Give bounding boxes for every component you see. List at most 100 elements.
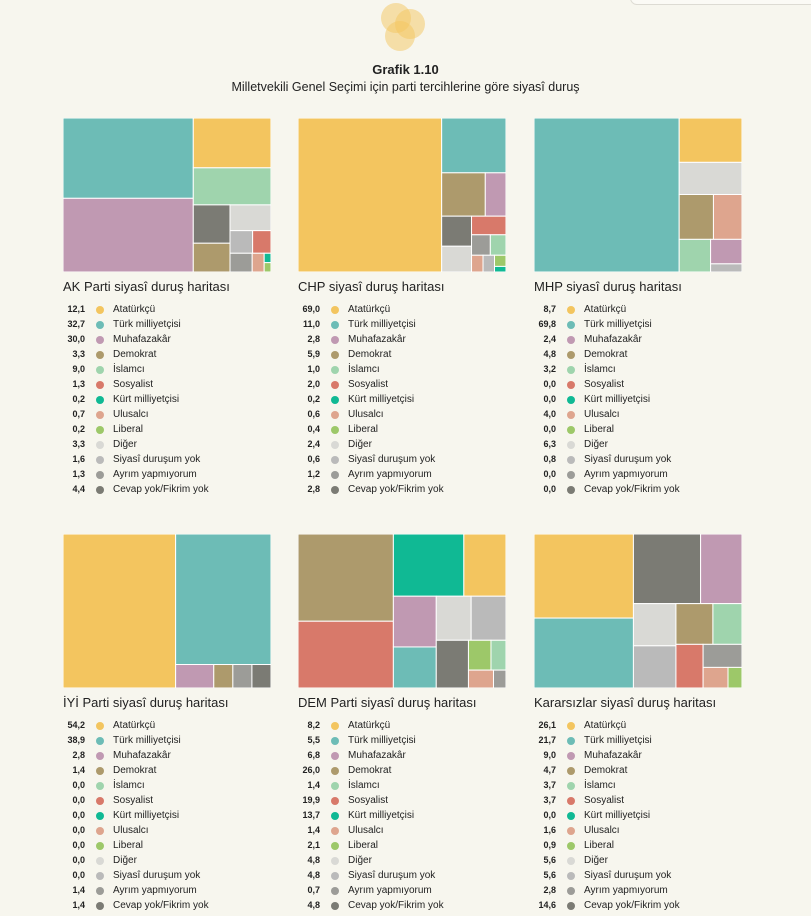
legend-label: Sosyalist: [113, 795, 154, 806]
treemap-cell-ataturkcu: [63, 534, 177, 688]
legend-label: Muhafazakâr: [113, 750, 171, 761]
legend-swatch-icon: [567, 440, 575, 449]
treemap-cell-siyasi-durusum-yok: [229, 230, 254, 254]
legend-value: 0,0: [543, 810, 556, 820]
legend-swatch-icon: [331, 721, 339, 730]
treemap-cell-islamci: [712, 603, 742, 645]
treemap-cell-sosyalist: [471, 215, 506, 236]
legend-swatch-icon: [567, 856, 575, 865]
legend-item: 8,7 Atatürkçü: [534, 302, 754, 317]
treemap-cell-ayrim-yapmiyorum: [232, 664, 253, 688]
legend-label: Türk milliyetçisi: [348, 319, 416, 330]
legend-item: 0,0 Liberal: [63, 838, 283, 853]
legend-item: 4,7 Demokrat: [534, 763, 754, 778]
treemap-cell-ataturkcu: [678, 118, 742, 163]
legend-value: 0,0: [543, 424, 556, 434]
legend-value: 2,4: [307, 439, 320, 449]
treemap-cell-kurt-milliyetcisi: [494, 265, 506, 272]
treemap-cell-ayrim-yapmiyorum: [471, 234, 491, 256]
legend-value: 1,4: [72, 900, 85, 910]
treemap-cell-diger: [441, 245, 473, 272]
legend-value: 0,0: [543, 469, 556, 479]
legend-value: 4,8: [307, 855, 320, 865]
legend-label: Kürt milliyetçisi: [113, 394, 180, 405]
legend-value: 0,7: [72, 409, 85, 419]
legend-value: 21,7: [538, 735, 556, 745]
legend-label: Cevap yok/Fikrim yok: [348, 900, 444, 911]
treemap-cell-ulusalci: [712, 193, 742, 240]
treemap-cell-demokrat: [678, 193, 714, 240]
legend-label: Siyasî duruşum yok: [348, 870, 436, 881]
treemap-cell-ataturkcu: [534, 534, 634, 619]
legend-swatch-icon: [96, 320, 104, 329]
treemap-cell-muhafazakar: [484, 172, 506, 217]
legend-item: 2,4 Diğer: [298, 437, 518, 452]
legend-item: 0,0 Diğer: [63, 853, 283, 868]
legend-item: 13,7 Kürt milliyetçisi: [298, 808, 518, 823]
legend-item: 2,1 Liberal: [298, 838, 518, 853]
legend-label: Muhafazakâr: [113, 334, 171, 345]
legend-item: 0,0 Ulusalcı: [63, 823, 283, 838]
legend-item: 0,0 Ayrım yapmıyorum: [534, 467, 754, 482]
legend-label: Atatürkçü: [584, 720, 627, 731]
legend-swatch-icon: [96, 796, 104, 805]
legend-value: 4,8: [307, 870, 320, 880]
legend-item: 1,4 İslamcı: [298, 778, 518, 793]
legend-label: İslamcı: [113, 780, 145, 791]
legend-item: 0,8 Siyasî duruşum yok: [534, 452, 754, 467]
legend-swatch-icon: [331, 335, 339, 344]
legend-value: 6,3: [543, 439, 556, 449]
chart-title: İYİ Parti siyasî duruş haritası: [63, 695, 229, 710]
legend-label: Diğer: [584, 439, 608, 450]
legend-value: 2,1: [307, 840, 320, 850]
legend-swatch-icon: [96, 766, 104, 775]
treemap-cell-ataturkcu: [463, 534, 506, 597]
treemap-chart: [63, 118, 271, 272]
legend-value: 4,0: [543, 409, 556, 419]
figure-label: Grafik 1.10: [372, 62, 439, 77]
legend-swatch-icon: [331, 781, 339, 790]
legend-item: 4,0 Ulusalcı: [534, 407, 754, 422]
legend-swatch-icon: [96, 470, 104, 479]
legend-swatch-icon: [331, 350, 339, 359]
treemap-cell-muhafazakar: [700, 534, 742, 605]
legend-label: Siyasî duruşum yok: [113, 870, 201, 881]
legend-item: 1,4 Ulusalcı: [298, 823, 518, 838]
legend-label: Diğer: [113, 855, 137, 866]
legend-value: 19,9: [302, 795, 320, 805]
legend-value: 3,3: [72, 349, 85, 359]
legend-swatch-icon: [567, 305, 575, 314]
legend-value: 0,0: [72, 780, 85, 790]
legend-value: 8,7: [543, 304, 556, 314]
legend-value: 1,4: [307, 780, 320, 790]
legend-item: 0,6 Siyasî duruşum yok: [298, 452, 518, 467]
chart-title: AK Parti siyasî duruş haritası: [63, 279, 230, 294]
legend-label: Diğer: [348, 855, 372, 866]
legend-item: 0,6 Ulusalcı: [298, 407, 518, 422]
legend-item: 0,2 Kürt milliyetçisi: [63, 392, 283, 407]
legend-swatch-icon: [331, 841, 339, 850]
legend-label: Sosyalist: [584, 795, 625, 806]
treemap-cell-islamci: [192, 167, 271, 206]
legend-swatch-icon: [331, 320, 339, 329]
legend-swatch-icon: [331, 766, 339, 775]
legend-item: 54,2 Atatürkçü: [63, 718, 283, 733]
legend-item: 3,3 Diğer: [63, 437, 283, 452]
legend-swatch-icon: [331, 425, 339, 434]
legend-value: 5,6: [543, 855, 556, 865]
legend-item: 2,0 Sosyalist: [298, 377, 518, 392]
treemap-cell-siyasi-durusum-yok: [632, 645, 677, 688]
corner-tab: [630, 0, 811, 5]
treemap-cell-liberal: [494, 254, 506, 267]
legend-swatch-icon: [96, 395, 104, 404]
legend-label: Cevap yok/Fikrim yok: [113, 484, 209, 495]
treemap-cell-muhafazakar: [710, 238, 742, 265]
legend-label: Kürt milliyetçisi: [584, 394, 651, 405]
legend-item: 1,4 Demokrat: [63, 763, 283, 778]
legend-item: 32,7 Türk milliyetçisi: [63, 317, 283, 332]
legend-value: 3,7: [543, 795, 556, 805]
treemap-cell-siyasi-durusum-yok: [482, 254, 496, 272]
legend-value: 13,7: [302, 810, 320, 820]
treemap-cell-cevap-yok-fikrim-yok: [192, 204, 231, 244]
legend-value: 3,2: [543, 364, 556, 374]
